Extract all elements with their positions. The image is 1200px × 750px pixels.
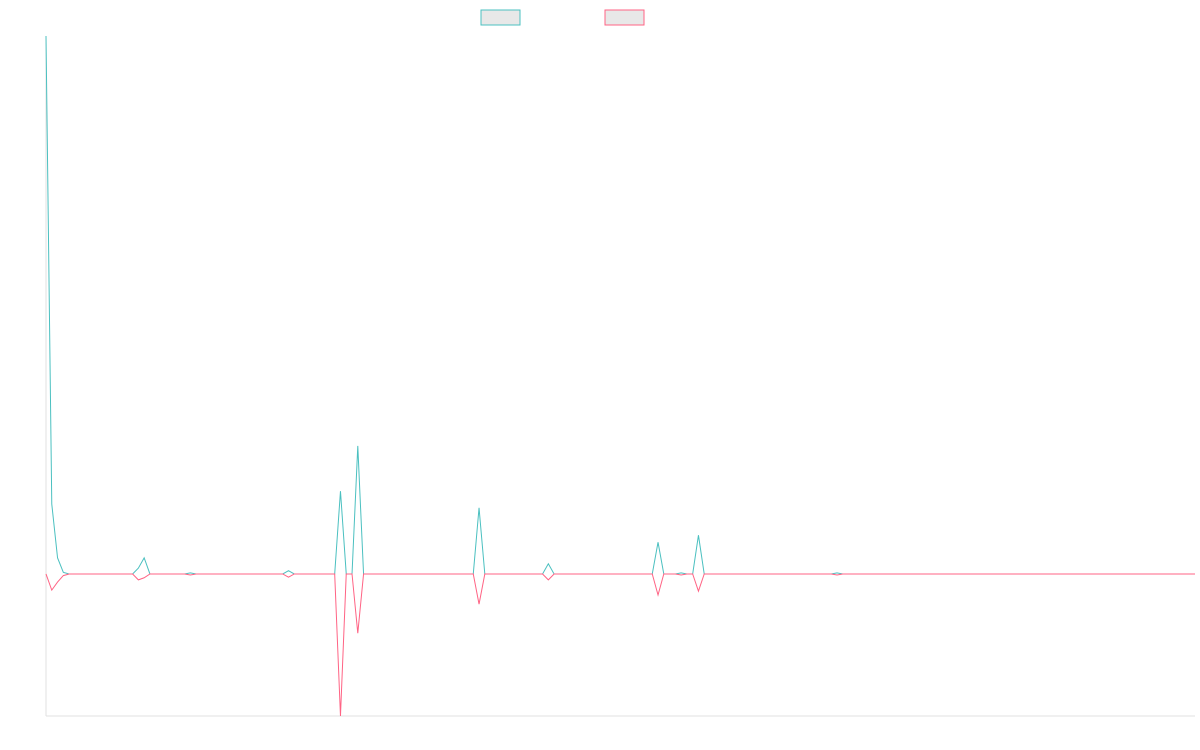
legend-swatch[interactable] [480,9,521,26]
series-line [45,35,1195,575]
series-line [45,573,1195,717]
legend-swatch[interactable] [604,9,645,26]
